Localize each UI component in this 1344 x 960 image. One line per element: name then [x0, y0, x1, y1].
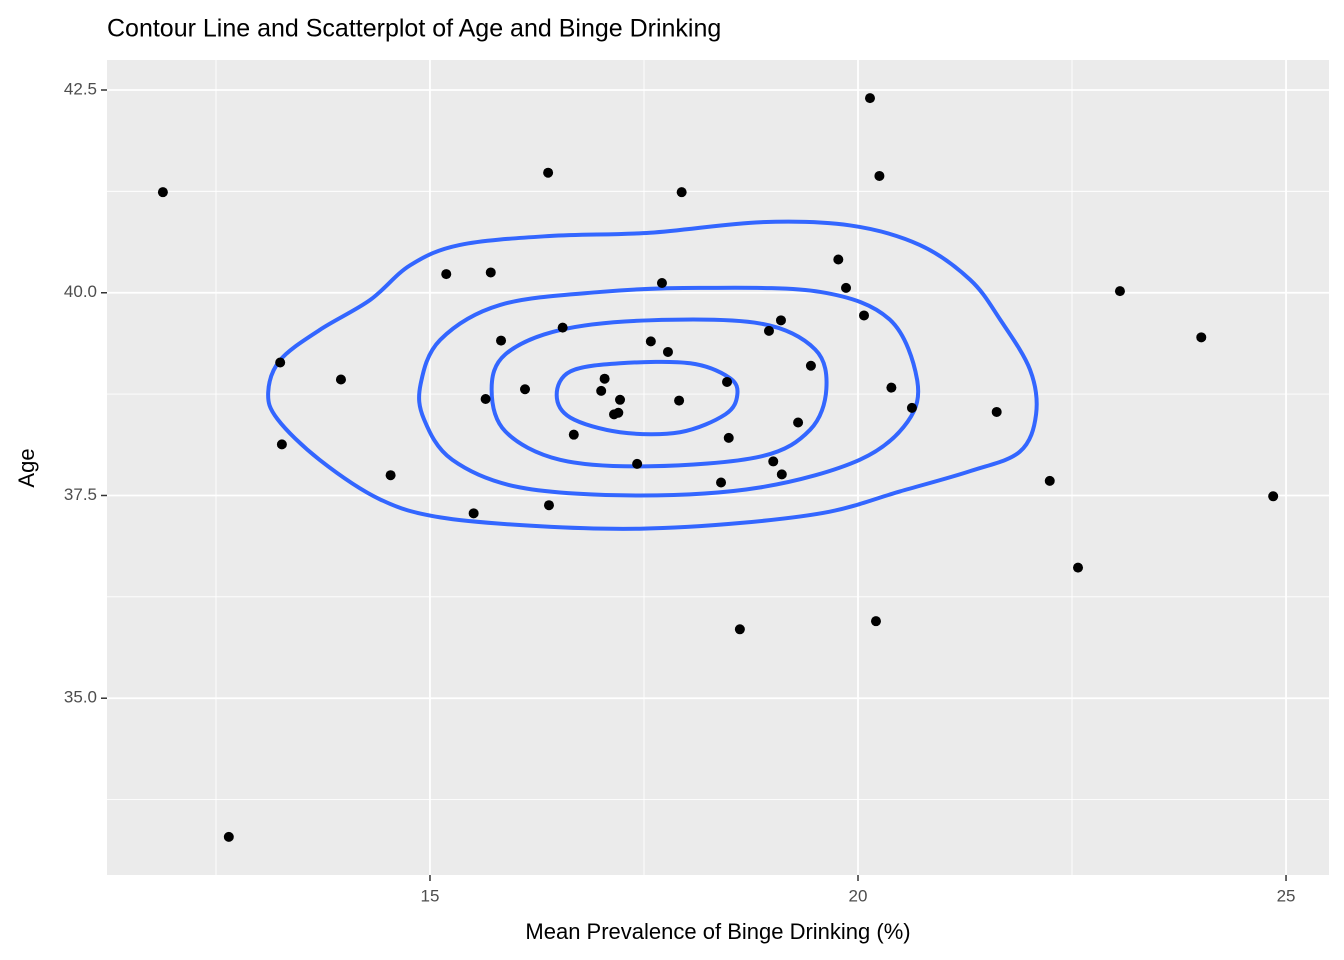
point — [833, 254, 844, 265]
point — [568, 429, 579, 440]
point — [275, 357, 286, 368]
x-tick-label: 20 — [849, 886, 868, 905]
point — [763, 325, 774, 336]
point — [676, 187, 687, 198]
point — [656, 278, 667, 289]
point — [557, 322, 568, 333]
point — [596, 385, 607, 396]
x-tick-label: 15 — [421, 886, 440, 905]
point — [841, 282, 852, 293]
point — [858, 310, 869, 321]
point — [613, 407, 624, 418]
point — [632, 458, 643, 469]
point — [776, 469, 787, 480]
x-axis-label: Mean Prevalence of Binge Drinking (%) — [525, 919, 910, 944]
point — [768, 456, 779, 467]
x-tick-label: 25 — [1277, 886, 1296, 905]
point — [385, 470, 396, 481]
point — [1114, 286, 1125, 297]
point — [468, 508, 479, 519]
point — [276, 439, 287, 450]
point — [662, 346, 673, 357]
point — [722, 376, 733, 387]
point — [870, 616, 881, 627]
contour-line — [266, 219, 1039, 531]
point — [615, 394, 626, 405]
point — [1268, 491, 1279, 502]
point — [874, 170, 885, 181]
point — [805, 360, 816, 371]
point — [543, 500, 554, 511]
point — [793, 417, 804, 428]
point — [674, 395, 685, 406]
contour-line — [554, 359, 740, 437]
point — [335, 374, 346, 385]
plot-panel — [107, 60, 1329, 875]
point — [496, 335, 507, 346]
point — [775, 315, 786, 326]
point — [599, 373, 610, 384]
point — [543, 167, 554, 178]
point — [223, 831, 234, 842]
y-tick-label: 42.5 — [64, 79, 97, 98]
point — [441, 269, 452, 280]
point — [1073, 562, 1084, 573]
point — [157, 187, 168, 198]
point — [1196, 332, 1207, 343]
point — [734, 624, 745, 635]
point — [716, 477, 727, 488]
point — [864, 93, 875, 104]
point — [520, 384, 531, 395]
chart-title: Contour Line and Scatterplot of Age and … — [107, 15, 721, 43]
y-tick-label: 37.5 — [64, 485, 97, 504]
y-axis-label: Age — [14, 448, 39, 487]
point — [886, 382, 897, 393]
point — [480, 393, 491, 404]
point — [1044, 475, 1055, 486]
point — [645, 336, 656, 347]
contour-line — [417, 285, 921, 498]
point — [906, 402, 917, 413]
y-tick-label: 40.0 — [64, 282, 97, 301]
point — [991, 406, 1002, 417]
point — [485, 267, 496, 278]
point — [723, 432, 734, 443]
y-tick-label: 35.0 — [64, 688, 97, 707]
